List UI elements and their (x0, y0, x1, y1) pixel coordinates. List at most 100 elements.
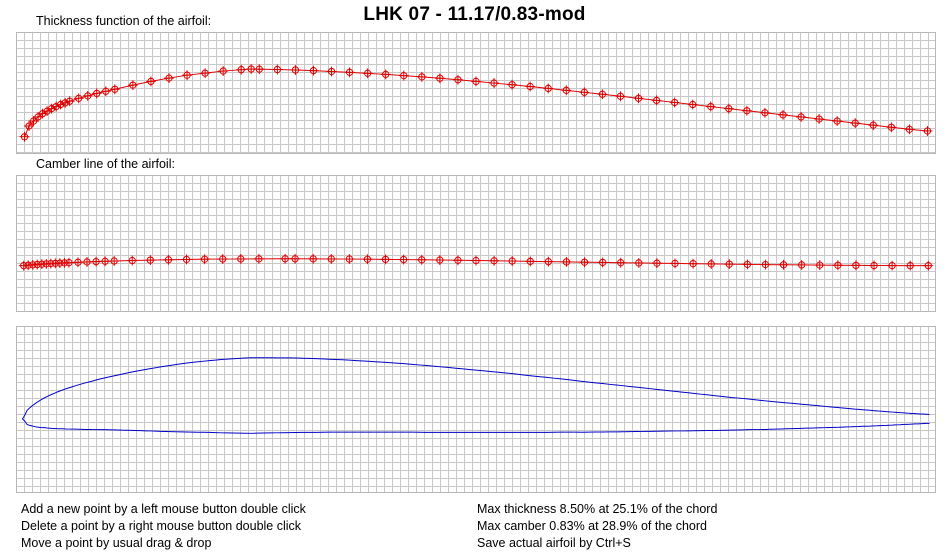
thickness-point[interactable] (922, 126, 933, 136)
camber-point[interactable] (796, 259, 807, 270)
camber-point[interactable] (923, 260, 934, 271)
thickness-point[interactable] (687, 99, 698, 110)
thickness-point[interactable] (489, 78, 499, 88)
camber-point[interactable] (416, 254, 427, 265)
camber-point[interactable] (887, 260, 898, 271)
camber-plot[interactable] (16, 175, 936, 312)
camber-point[interactable] (724, 259, 735, 270)
thickness-point[interactable] (669, 97, 680, 108)
thickness-point[interactable] (254, 64, 265, 75)
camber-point[interactable] (235, 253, 246, 264)
camber-point[interactable] (814, 260, 825, 271)
thickness-point[interactable] (416, 71, 427, 82)
camber-point[interactable] (109, 256, 120, 266)
thickness-point[interactable] (453, 74, 463, 85)
thickness-point[interactable] (814, 114, 825, 124)
camber-point[interactable] (778, 259, 789, 270)
camber-point[interactable] (308, 253, 319, 264)
camber-point[interactable] (615, 257, 626, 268)
thickness-point[interactable] (73, 93, 84, 104)
camber-point[interactable] (362, 254, 373, 265)
camber-point[interactable] (326, 253, 337, 264)
camber-point[interactable] (91, 256, 101, 267)
camber-point[interactable] (543, 256, 554, 267)
camber-point[interactable] (217, 254, 228, 264)
camber-curve-canvas[interactable] (17, 176, 935, 311)
thickness-point[interactable] (272, 64, 283, 75)
thickness-point[interactable] (615, 91, 626, 102)
thickness-point[interactable] (82, 90, 93, 101)
camber-point[interactable] (452, 255, 463, 266)
camber-point[interactable] (525, 256, 536, 267)
camber-point[interactable] (851, 260, 861, 271)
camber-point[interactable] (670, 258, 680, 269)
thickness-point[interactable] (597, 89, 608, 100)
thickness-point[interactable] (434, 73, 445, 84)
camber-point[interactable] (127, 255, 138, 266)
thickness-point[interactable] (51, 101, 62, 112)
camber-point[interactable] (688, 258, 699, 269)
thickness-point[interactable] (290, 65, 301, 75)
thickness-point[interactable] (398, 70, 409, 81)
camber-point[interactable] (832, 260, 843, 271)
thickness-curve-canvas[interactable] (17, 33, 935, 153)
thickness-point[interactable] (64, 96, 75, 107)
thickness-point[interactable] (326, 66, 337, 77)
thickness-point[interactable] (380, 69, 391, 80)
thickness-point[interactable] (850, 118, 861, 129)
thickness-point[interactable] (579, 87, 590, 98)
thickness-point[interactable] (164, 73, 174, 84)
thickness-point[interactable] (200, 68, 211, 79)
thickness-point[interactable] (778, 109, 788, 120)
camber-point[interactable] (253, 253, 264, 264)
camber-point[interactable] (290, 253, 301, 264)
camber-point[interactable] (760, 259, 771, 270)
thickness-point[interactable] (832, 116, 843, 126)
thickness-point[interactable] (28, 116, 39, 126)
camber-point[interactable] (434, 255, 445, 265)
thickness-plot[interactable] (16, 32, 936, 154)
camber-point[interactable] (82, 257, 92, 267)
thickness-point[interactable] (651, 95, 662, 106)
camber-point[interactable] (471, 255, 481, 266)
camber-point[interactable] (706, 259, 717, 269)
thickness-point[interactable] (741, 105, 752, 116)
thickness-point[interactable] (91, 88, 102, 99)
thickness-point[interactable] (109, 84, 120, 95)
thickness-point[interactable] (886, 122, 897, 133)
thickness-point[interactable] (525, 81, 536, 92)
camber-point[interactable] (73, 257, 83, 268)
thickness-point[interactable] (362, 68, 373, 79)
thickness-point[interactable] (46, 103, 57, 114)
thickness-point[interactable] (24, 121, 34, 131)
camber-point[interactable] (100, 256, 111, 267)
camber-point[interactable] (905, 260, 916, 271)
camber-point[interactable] (398, 254, 409, 265)
thickness-point[interactable] (723, 103, 734, 114)
camber-point[interactable] (597, 257, 608, 268)
camber-point[interactable] (742, 259, 753, 270)
thickness-point[interactable] (760, 107, 770, 118)
thickness-point[interactable] (904, 124, 915, 135)
camber-point[interactable] (199, 254, 210, 265)
camber-point[interactable] (507, 256, 518, 266)
thickness-point[interactable] (561, 85, 572, 96)
camber-point[interactable] (280, 253, 291, 264)
thickness-point[interactable] (344, 67, 355, 78)
thickness-point[interactable] (705, 101, 716, 112)
thickness-point[interactable] (55, 99, 66, 110)
thickness-point[interactable] (182, 70, 192, 81)
thickness-point[interactable] (127, 80, 138, 91)
camber-point[interactable] (344, 254, 355, 264)
camber-point[interactable] (181, 254, 192, 265)
thickness-point[interactable] (218, 66, 229, 76)
camber-point[interactable] (64, 257, 74, 268)
camber-point[interactable] (633, 258, 644, 268)
thickness-point[interactable] (60, 97, 71, 108)
camber-point[interactable] (651, 258, 662, 269)
thickness-point[interactable] (507, 79, 518, 90)
thickness-point[interactable] (796, 112, 806, 122)
camber-point[interactable] (380, 254, 391, 265)
thickness-point[interactable] (868, 120, 879, 131)
thickness-point[interactable] (146, 76, 156, 87)
